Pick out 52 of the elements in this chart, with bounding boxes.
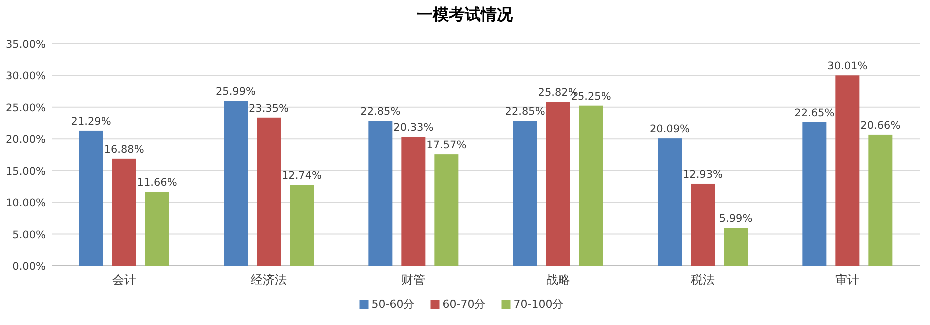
- bar: [691, 184, 715, 266]
- data-label: 25.99%: [216, 86, 256, 98]
- data-label: 23.35%: [248, 102, 290, 115]
- bar: [658, 138, 682, 266]
- data-label: 21.29%: [71, 116, 112, 128]
- x-tick-label: 审计: [836, 273, 860, 287]
- data-label: 11.66%: [137, 177, 178, 190]
- data-label: 5.99%: [719, 213, 753, 226]
- x-tick-label: 会计: [112, 273, 136, 287]
- y-tick-label: 0.00%: [12, 261, 46, 273]
- data-label: 20.66%: [860, 120, 901, 132]
- data-label: 16.88%: [104, 144, 144, 156]
- bar: [257, 118, 281, 266]
- bar: [434, 154, 459, 266]
- bar: [868, 134, 893, 266]
- y-tick-label: 10.00%: [6, 198, 46, 210]
- x-tick-label: 财管: [402, 273, 426, 287]
- data-label: 22.85%: [360, 106, 401, 118]
- y-tick-label: 30.00%: [6, 70, 46, 83]
- legend-label: 70-100分: [514, 298, 564, 311]
- data-label: 30.01%: [828, 60, 868, 73]
- bar: [579, 106, 604, 266]
- y-tick-label: 20.00%: [6, 134, 46, 146]
- y-tick-label: 25.00%: [6, 102, 46, 114]
- x-tick-label: 战略: [546, 273, 570, 287]
- data-label: 12.74%: [282, 170, 322, 182]
- legend-label: 60-70分: [442, 298, 486, 311]
- chart-title: 一模考试情况: [417, 5, 514, 24]
- bar: [290, 185, 314, 266]
- bar: [112, 158, 136, 266]
- data-label: 17.57%: [426, 140, 467, 152]
- x-tick-label: 经济法: [251, 273, 287, 287]
- x-tick-label: 税法: [691, 273, 715, 287]
- data-label: 22.85%: [505, 106, 546, 118]
- bar: [836, 76, 860, 266]
- data-label: 22.65%: [794, 107, 835, 120]
- data-label: 20.09%: [650, 124, 690, 136]
- bar: [546, 102, 570, 266]
- data-label: 12.93%: [682, 168, 724, 181]
- bar: [368, 121, 393, 266]
- bar: [145, 192, 170, 266]
- bar: [402, 137, 426, 266]
- y-tick-label: 5.00%: [12, 229, 46, 242]
- bar: [724, 228, 748, 266]
- legend-label: 50-60分: [372, 298, 415, 311]
- bar: [802, 122, 827, 266]
- bar: [224, 101, 248, 266]
- bar: [513, 121, 538, 266]
- data-label: 20.33%: [394, 122, 434, 134]
- bar: [79, 130, 104, 266]
- y-tick-label: 15.00%: [6, 166, 46, 178]
- y-tick-label: 35.00%: [6, 39, 46, 51]
